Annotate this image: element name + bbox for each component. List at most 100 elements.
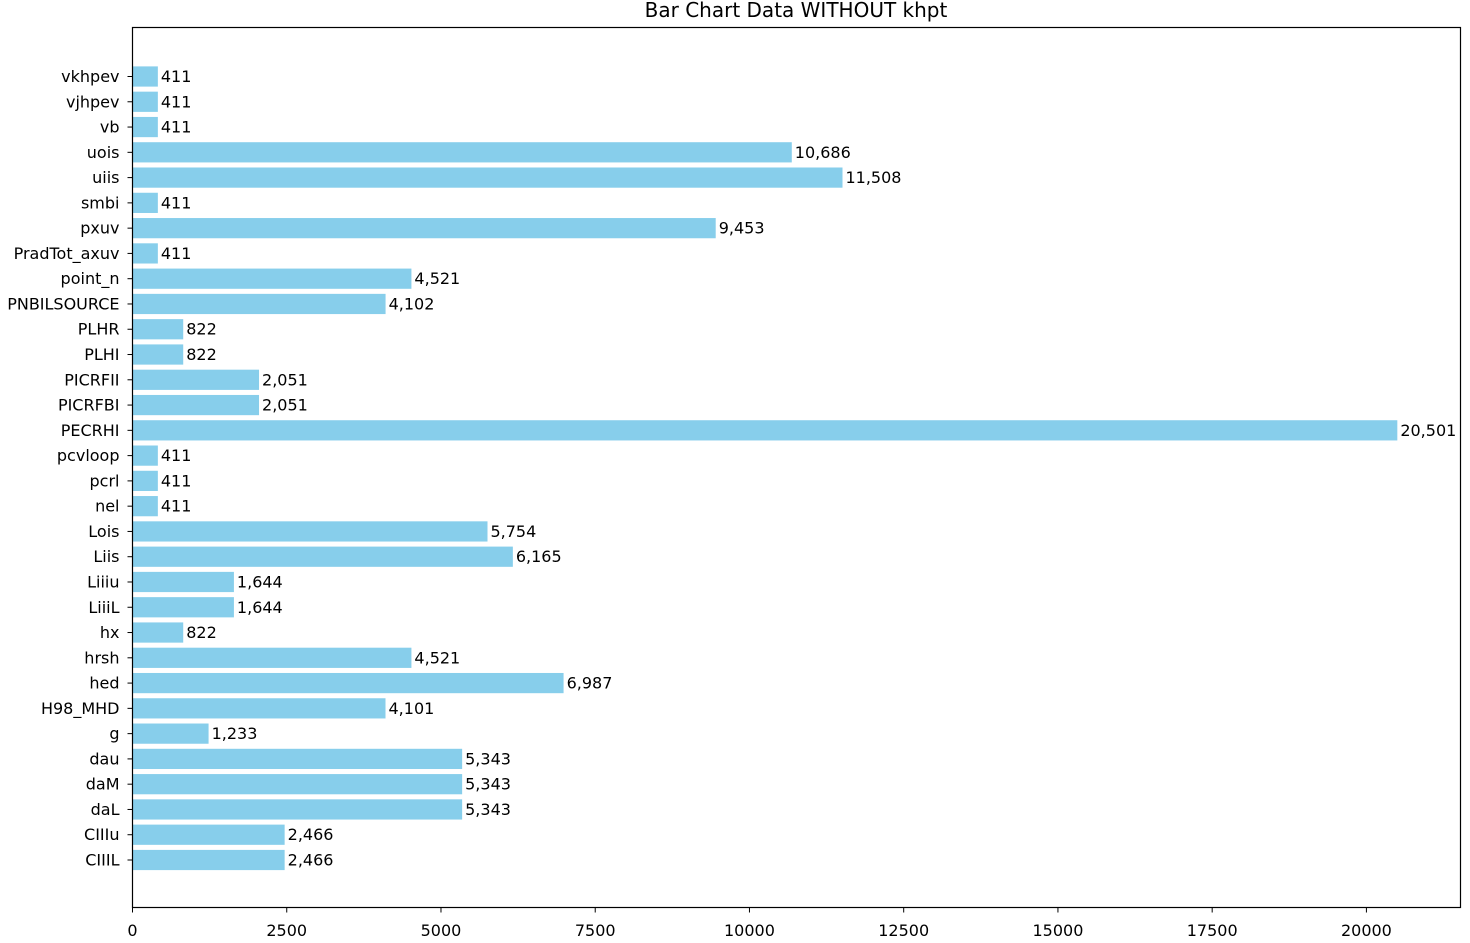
value-label-vkhpev: 411 — [161, 67, 192, 86]
y-tick-label-vjhpev: vjhpev — [66, 92, 120, 111]
value-label-PICRFII: 2,051 — [262, 370, 308, 389]
value-labels-group: 2,466 2,466 5,343 5,343 5,343 1,233 4,101 6,987… — [161, 67, 1456, 870]
x-tick-label-7500: 7500 — [575, 921, 616, 940]
y-tick-label-hx: hx — [100, 623, 120, 642]
value-label-hrsh: 4,521 — [414, 648, 460, 667]
value-label-pcvloop: 411 — [161, 446, 192, 465]
y-tick-label-daM: daM — [86, 775, 120, 794]
x-tick-label-2500: 2500 — [266, 921, 307, 940]
bar-pcrl — [132, 470, 158, 491]
x-tick-label-15000: 15000 — [1032, 921, 1083, 940]
bar-uois — [132, 142, 792, 163]
bar-nel — [132, 496, 158, 517]
x-axis: 0 2500 5000 7500 10000 12500 15000 17500 20000 — [127, 907, 1392, 940]
value-label-pcrl: 411 — [161, 471, 192, 490]
y-tick-label-CIIIu: CIIIu — [84, 825, 119, 844]
y-tick-label-pcvloop: pcvloop — [57, 446, 120, 465]
value-label-Liis: 6,165 — [516, 547, 562, 566]
y-tick-label-Liis: Liis — [93, 547, 119, 566]
y-tick-label-hed: hed — [89, 674, 119, 693]
y-tick-label-LiiiL: LiiiL — [88, 598, 119, 617]
bars-group — [132, 66, 1398, 871]
x-tick-label-17500: 17500 — [1187, 921, 1238, 940]
y-tick-label-smbi: smbi — [81, 193, 120, 212]
y-tick-label-PICRFII: PICRFII — [64, 370, 119, 389]
bar-LiiiL — [132, 597, 234, 618]
y-tick-label-CIIIL: CIIIL — [85, 851, 119, 870]
y-tick-label-hrsh: hrsh — [84, 648, 119, 667]
bar-PICRFII — [132, 369, 260, 390]
bar-PECRHI — [132, 420, 1398, 441]
value-label-Liiiu: 1,644 — [237, 572, 283, 591]
y-tick-label-PLHI: PLHI — [84, 345, 119, 364]
bar-Lois — [132, 521, 488, 542]
y-axis: CIIIL CIIIu daL daM dau g H98_MHD hed hrsh hx Liii… — [7, 67, 133, 870]
value-label-uiis: 11,508 — [845, 168, 901, 187]
bar-Liis — [132, 546, 513, 567]
bar-daL — [132, 799, 463, 820]
y-tick-label-uiis: uiis — [92, 168, 119, 187]
bar-hrsh — [132, 647, 412, 668]
bar-PLHI — [132, 344, 184, 365]
value-label-PECRHI: 20,501 — [1400, 421, 1456, 440]
value-label-CIIIL: 2,466 — [288, 851, 334, 870]
bar-dau — [132, 748, 463, 770]
bar-point_n — [132, 268, 412, 289]
bar-Liiiu — [132, 571, 234, 593]
bar-PradTot_axuv — [132, 243, 158, 264]
bar-CIIIL — [132, 849, 285, 871]
bar-PLHR — [132, 319, 184, 340]
value-label-PICRFBI: 2,051 — [262, 396, 308, 415]
y-tick-label-H98_MHD: H98_MHD — [41, 699, 120, 719]
y-tick-label-daL: daL — [91, 800, 120, 819]
y-tick-label-PNBILSOURCE: PNBILSOURCE — [7, 294, 119, 313]
bar-vkhpev — [132, 66, 158, 87]
value-label-uois: 10,686 — [795, 143, 851, 162]
value-label-pxuv: 9,453 — [719, 219, 765, 238]
value-label-PLHI: 822 — [186, 345, 217, 364]
value-label-Lois: 5,754 — [490, 522, 536, 541]
y-tick-label-pxuv: pxuv — [80, 219, 119, 238]
y-tick-label-PradTot_axuv: PradTot_axuv — [14, 244, 120, 264]
value-label-nel: 411 — [161, 497, 192, 516]
value-label-dau: 5,343 — [465, 749, 511, 768]
bar-g — [132, 723, 209, 744]
y-tick-label-vb: vb — [100, 118, 120, 137]
x-tick-label-10000: 10000 — [724, 921, 775, 940]
bar-vjhpev — [132, 91, 158, 112]
y-tick-label-Lois: Lois — [88, 522, 119, 541]
value-label-g: 1,233 — [212, 724, 258, 743]
value-label-PLHR: 822 — [186, 320, 217, 339]
y-tick-label-PECRHI: PECRHI — [61, 421, 120, 440]
bar-PNBILSOURCE — [132, 293, 386, 315]
y-tick-label-point_n: point_n — [61, 269, 120, 289]
value-label-hx: 822 — [186, 623, 217, 642]
bar-daM — [132, 774, 463, 795]
value-label-hed: 6,987 — [567, 674, 613, 693]
bar-vb — [132, 116, 158, 138]
plot-frame — [131, 26, 1462, 909]
value-label-smbi: 411 — [161, 193, 192, 212]
value-label-PradTot_axuv: 411 — [161, 244, 192, 263]
value-label-H98_MHD: 4,101 — [389, 699, 435, 718]
x-tick-label-20000: 20000 — [1341, 921, 1392, 940]
value-label-PNBILSOURCE: 4,102 — [389, 294, 435, 313]
value-label-CIIIu: 2,466 — [288, 825, 334, 844]
bar-PICRFBI — [132, 394, 260, 416]
value-label-vb: 411 — [161, 118, 192, 137]
y-tick-label-vkhpev: vkhpev — [61, 67, 119, 86]
y-tick-label-pcrl: pcrl — [90, 471, 120, 490]
chart-title: Bar Chart Data WITHOUT khpt — [645, 0, 948, 22]
bar-H98_MHD — [132, 698, 386, 719]
bar-uiis — [132, 167, 843, 188]
y-tick-label-PICRFBI: PICRFBI — [58, 396, 120, 415]
bar-hx — [132, 622, 184, 643]
y-tick-label-PLHR: PLHR — [78, 320, 120, 339]
y-tick-label-nel: nel — [95, 497, 119, 516]
value-label-LiiiL: 1,644 — [237, 598, 283, 617]
value-label-daM: 5,343 — [465, 775, 511, 794]
value-label-point_n: 4,521 — [414, 269, 460, 288]
x-tick-label-5000: 5000 — [421, 921, 462, 940]
bar-smbi — [132, 192, 158, 213]
